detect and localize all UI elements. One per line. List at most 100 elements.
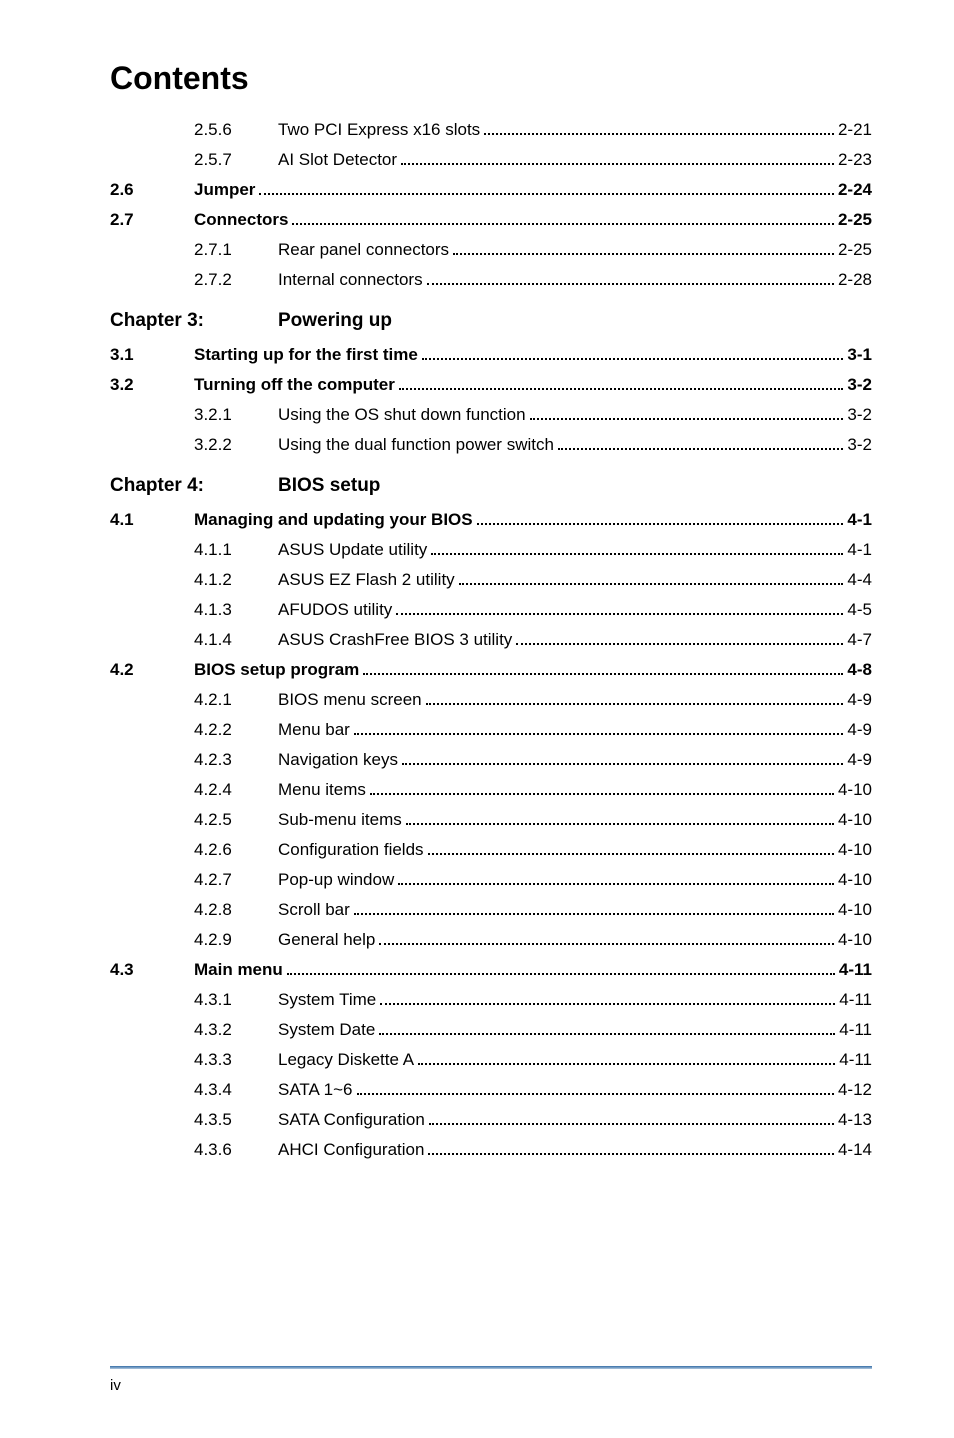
toc-page-number: 4-11 xyxy=(839,961,872,978)
dot-leader xyxy=(453,242,834,255)
subsection-number: 2.7.2 xyxy=(194,271,278,288)
chapter-title: Powering up xyxy=(278,310,392,332)
toc-page-number: 4-10 xyxy=(838,871,872,888)
subsection-number: 3.2.1 xyxy=(194,406,278,423)
toc-list: 2.5.6Two PCI Express x16 slots2-21 2.5.7A… xyxy=(110,121,872,1158)
section-number: 4.2 xyxy=(110,661,194,678)
toc-label: SATA Configuration xyxy=(278,1111,425,1128)
dot-leader xyxy=(370,782,834,795)
toc-line: 2.5.7AI Slot Detector2-23 xyxy=(110,151,872,168)
toc-page-number: 2-24 xyxy=(838,181,872,198)
subsection-number: 4.2.6 xyxy=(194,841,278,858)
dot-leader xyxy=(379,932,834,945)
toc-line: 4.2.8Scroll bar 4-10 xyxy=(110,901,872,918)
dot-leader xyxy=(292,212,834,225)
dot-leader xyxy=(406,812,834,825)
subsection-number: 4.1.1 xyxy=(194,541,278,558)
chapter-heading: Chapter 4:BIOS setup xyxy=(110,475,872,497)
toc-label: Configuration fields xyxy=(278,841,424,858)
toc-line: 4.1.4ASUS CrashFree BIOS 3 utility4-7 xyxy=(110,631,872,648)
dot-leader xyxy=(418,1052,835,1065)
toc-label: Navigation keys xyxy=(278,751,398,768)
toc-label: ASUS EZ Flash 2 utility xyxy=(278,571,455,588)
toc-label: BIOS menu screen xyxy=(278,691,422,708)
toc-label: SATA 1~6 xyxy=(278,1081,353,1098)
toc-line: 2.5.6Two PCI Express x16 slots2-21 xyxy=(110,121,872,138)
toc-line: 4.3.1System Time4-11 xyxy=(110,991,872,1008)
toc-page-number: 4-12 xyxy=(838,1081,872,1098)
chapter-heading: Chapter 3:Powering up xyxy=(110,310,872,332)
toc-label: Two PCI Express x16 slots xyxy=(278,121,480,138)
toc-label: Internal connectors xyxy=(278,271,423,288)
section-number: 3.2 xyxy=(110,376,194,393)
subsection-number: 4.2.8 xyxy=(194,901,278,918)
toc-page-number: 4-7 xyxy=(847,631,872,648)
section-number: 2.7 xyxy=(110,211,194,228)
subsection-number: 4.2.5 xyxy=(194,811,278,828)
toc-page-number: 4-1 xyxy=(847,541,872,558)
toc-page-number: 3-2 xyxy=(847,406,872,423)
toc-line: 4.1.1ASUS Update utility4-1 xyxy=(110,541,872,558)
toc-line: 3.2.2Using the dual function power switc… xyxy=(110,436,872,453)
toc-page-number: 4-11 xyxy=(839,1021,872,1038)
toc-label: Pop-up window xyxy=(278,871,394,888)
toc-line: 4.2.7Pop-up window4-10 xyxy=(110,871,872,888)
dot-leader xyxy=(431,542,843,555)
section-number: 4.3 xyxy=(110,961,194,978)
toc-line: 2.7.1Rear panel connectors2-25 xyxy=(110,241,872,258)
toc-page-number: 4-1 xyxy=(847,511,872,528)
toc-page-number: 3-2 xyxy=(847,436,872,453)
toc-line: 4.2.2Menu bar4-9 xyxy=(110,721,872,738)
dot-leader xyxy=(530,407,844,420)
toc-line: 4.3Main menu4-11 xyxy=(110,961,872,978)
dot-leader xyxy=(477,512,844,525)
dot-leader xyxy=(363,662,843,675)
subsection-number: 2.7.1 xyxy=(194,241,278,258)
subsection-number: 4.2.3 xyxy=(194,751,278,768)
toc-label: Using the OS shut down function xyxy=(278,406,526,423)
toc-line: 4.3.3Legacy Diskette A4-11 xyxy=(110,1051,872,1068)
subsection-number: 4.3.4 xyxy=(194,1081,278,1098)
toc-label: Starting up for the first time xyxy=(194,346,418,363)
dot-leader xyxy=(398,872,834,885)
toc-page-number: 4-5 xyxy=(847,601,872,618)
subsection-number: 4.1.2 xyxy=(194,571,278,588)
toc-label: Sub-menu items xyxy=(278,811,402,828)
toc-line: 3.1Starting up for the first time3-1 xyxy=(110,346,872,363)
dot-leader xyxy=(399,377,844,390)
dot-leader xyxy=(484,122,834,135)
toc-line: 3.2Turning off the computer3-2 xyxy=(110,376,872,393)
toc-line: 4.3.5SATA Configuration4-13 xyxy=(110,1111,872,1128)
dot-leader xyxy=(558,437,843,450)
toc-line: 4.3.6AHCI Configuration4-14 xyxy=(110,1141,872,1158)
footer-rule xyxy=(110,1366,872,1369)
toc-page-number: 3-2 xyxy=(847,376,872,393)
dot-leader xyxy=(354,902,834,915)
subsection-number: 4.3.5 xyxy=(194,1111,278,1128)
dot-leader xyxy=(287,962,835,975)
subsection-number: 4.3.1 xyxy=(194,991,278,1008)
subsection-number: 4.2.1 xyxy=(194,691,278,708)
toc-page-number: 4-8 xyxy=(847,661,872,678)
section-number: 4.1 xyxy=(110,511,194,528)
dot-leader xyxy=(429,1112,834,1125)
toc-line: 4.2.1BIOS menu screen4-9 xyxy=(110,691,872,708)
toc-label: Menu items xyxy=(278,781,366,798)
toc-label: System Date xyxy=(278,1021,375,1038)
subsection-number: 2.5.6 xyxy=(194,121,278,138)
subsection-number: 4.1.3 xyxy=(194,601,278,618)
toc-page-number: 4-9 xyxy=(847,751,872,768)
toc-page-number: 4-14 xyxy=(838,1141,872,1158)
toc-page-number: 4-9 xyxy=(847,721,872,738)
contents-title: Contents xyxy=(110,60,872,97)
toc-label: Connectors xyxy=(194,211,288,228)
chapter-title: BIOS setup xyxy=(278,475,380,497)
toc-label: AI Slot Detector xyxy=(278,151,397,168)
toc-page-number: 4-10 xyxy=(838,931,872,948)
dot-leader xyxy=(357,1082,834,1095)
toc-line: 2.7Connectors2-25 xyxy=(110,211,872,228)
dot-leader xyxy=(427,272,834,285)
toc-page-number: 4-10 xyxy=(838,901,872,918)
toc-label: AFUDOS utility xyxy=(278,601,392,618)
toc-label: Scroll bar xyxy=(278,901,350,918)
